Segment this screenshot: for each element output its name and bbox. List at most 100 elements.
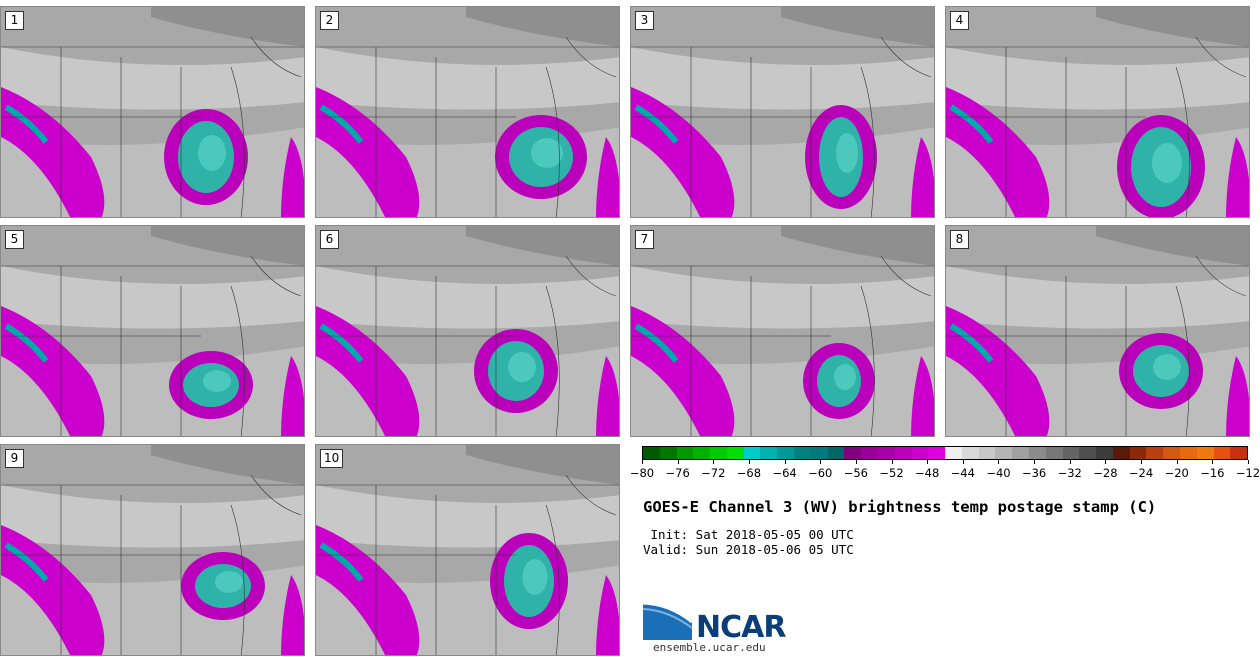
colorbar-swatch — [861, 447, 878, 459]
colorbar-swatch — [710, 447, 727, 459]
colorbar-tick-mark — [1176, 460, 1178, 464]
colorbar-tick-label: −20 — [1164, 466, 1189, 480]
colorbar-tick-mark — [1212, 460, 1214, 464]
colorbar-tick-mark — [855, 460, 857, 464]
water-vapor-map — [316, 7, 619, 217]
colorbar-tick-label: −56 — [843, 466, 869, 480]
colorbar-swatch — [1129, 447, 1147, 459]
panel-number-label: 2 — [320, 11, 339, 30]
map-panel: 4 — [945, 6, 1250, 218]
colorbar-tick-label: −68 — [736, 466, 762, 480]
colorbar-swatch — [1180, 447, 1197, 459]
colorbar-ticks: −80 −76 −72 −68 −64 −60 −56 −52 −48 −44 −40 −36 −32−… — [630, 460, 1260, 482]
water-vapor-map — [316, 445, 619, 655]
colorbar-swatch — [1062, 447, 1080, 459]
water-vapor-map — [1, 445, 304, 655]
panel-number-label: 3 — [635, 11, 654, 30]
logo-wordmark: NCAR — [696, 610, 786, 645]
ncar-logo-icon — [642, 601, 693, 640]
colorbar-swatch — [1196, 447, 1214, 459]
water-vapor-map — [316, 226, 619, 436]
colorbar-tick-mark — [748, 460, 750, 464]
colorbar-tick-mark — [820, 460, 822, 464]
colorbar-tick-mark — [998, 460, 1000, 464]
panel-number-label: 8 — [950, 230, 969, 249]
colorbar-tick-mark — [784, 460, 786, 464]
colorbar-tick-mark — [1034, 460, 1036, 464]
water-vapor-map — [946, 226, 1249, 436]
colorbar-tick-mark — [891, 460, 893, 464]
colorbar-tick-mark — [927, 460, 929, 464]
colorbar-swatch — [810, 447, 828, 459]
valid-time: Valid: Sun 2018-05-06 05 UTC — [643, 542, 854, 557]
colorbar-swatch — [827, 447, 845, 459]
colorbar-swatch — [894, 447, 912, 459]
colorbar-swatch — [978, 447, 996, 459]
colorbar-tick-label: −40 — [986, 466, 1011, 480]
colorbar-tick-mark — [1248, 460, 1249, 464]
colorbar-tick-mark — [1105, 460, 1107, 464]
colorbar-swatch — [1045, 447, 1063, 459]
colorbar-swatches — [642, 446, 1248, 460]
colorbar-swatch — [743, 447, 761, 459]
colorbar-tick-label: −60 — [808, 466, 833, 480]
colorbar-swatch — [1213, 447, 1231, 459]
colorbar-tick-mark — [1069, 460, 1071, 464]
map-panel: 6 — [315, 225, 620, 437]
colorbar-swatch — [726, 447, 744, 459]
colorbar-tick-label: −72 — [701, 466, 726, 480]
colorbar-swatch — [1096, 447, 1113, 459]
colorbar-swatch — [877, 447, 895, 459]
colorbar-tick-label: −36 — [1021, 466, 1047, 480]
panel-number-label: 7 — [635, 230, 654, 249]
colorbar-swatch — [1079, 447, 1097, 459]
panel-number-label: 1 — [5, 11, 24, 30]
colorbar-swatch — [693, 447, 711, 459]
colorbar-swatch — [1112, 447, 1130, 459]
colorbar-tick-label: −80 — [629, 466, 655, 480]
colorbar-swatch — [928, 447, 946, 459]
colorbar-swatch — [1163, 447, 1180, 459]
colorbar-swatch — [945, 447, 962, 459]
colorbar-tick-label: −32 — [1057, 466, 1082, 480]
init-time: Init: Sat 2018-05-05 00 UTC — [643, 527, 854, 542]
map-panel: 7 — [630, 225, 935, 437]
colorbar-swatch — [911, 447, 929, 459]
colorbar-swatch — [844, 447, 862, 459]
colorbar-tick-label: −52 — [879, 466, 904, 480]
colorbar-tick-label: −76 — [665, 466, 690, 480]
colorbar-swatch — [643, 447, 660, 459]
map-panel: 5 — [0, 225, 305, 437]
map-panel: 1 — [0, 6, 305, 218]
colorbar-swatch — [760, 447, 778, 459]
colorbar-tick-label: −28 — [1093, 466, 1118, 480]
water-vapor-map — [631, 7, 934, 217]
water-vapor-map — [1, 7, 304, 217]
colorbar-swatch — [659, 447, 677, 459]
colorbar-tick-mark — [642, 460, 643, 464]
colorbar-swatch — [995, 447, 1013, 459]
colorbar-swatch — [676, 447, 694, 459]
colorbar-swatch — [777, 447, 795, 459]
colorbar-swatch — [794, 447, 811, 459]
water-vapor-map — [1, 226, 304, 436]
map-panel: 2 — [315, 6, 620, 218]
panel-number-label: 6 — [320, 230, 339, 249]
colorbar-tick-label: −24 — [1128, 466, 1154, 480]
colorbar-tick-label: −16 — [1200, 466, 1225, 480]
logo-url: ensemble.ucar.edu — [653, 641, 766, 654]
colorbar-tick-mark — [713, 460, 715, 464]
colorbar-swatch — [1012, 447, 1029, 459]
colorbar-swatch — [961, 447, 979, 459]
colorbar-tick-mark — [1141, 460, 1143, 464]
colorbar-swatch — [1028, 447, 1046, 459]
colorbar-swatch — [1146, 447, 1164, 459]
map-panel: 8 — [945, 225, 1250, 437]
map-panel: 3 — [630, 6, 935, 218]
colorbar-tick-label: −44 — [950, 466, 975, 480]
panel-number-label: 9 — [5, 449, 24, 468]
figure-title: GOES-E Channel 3 (WV) brightness temp po… — [643, 498, 1157, 516]
colorbar: −80 −76 −72 −68 −64 −60 −56 −52 −48 −44 −40 −36 −32−… — [630, 446, 1260, 486]
colorbar-tick-label: −48 — [915, 466, 940, 480]
water-vapor-map — [631, 226, 934, 436]
